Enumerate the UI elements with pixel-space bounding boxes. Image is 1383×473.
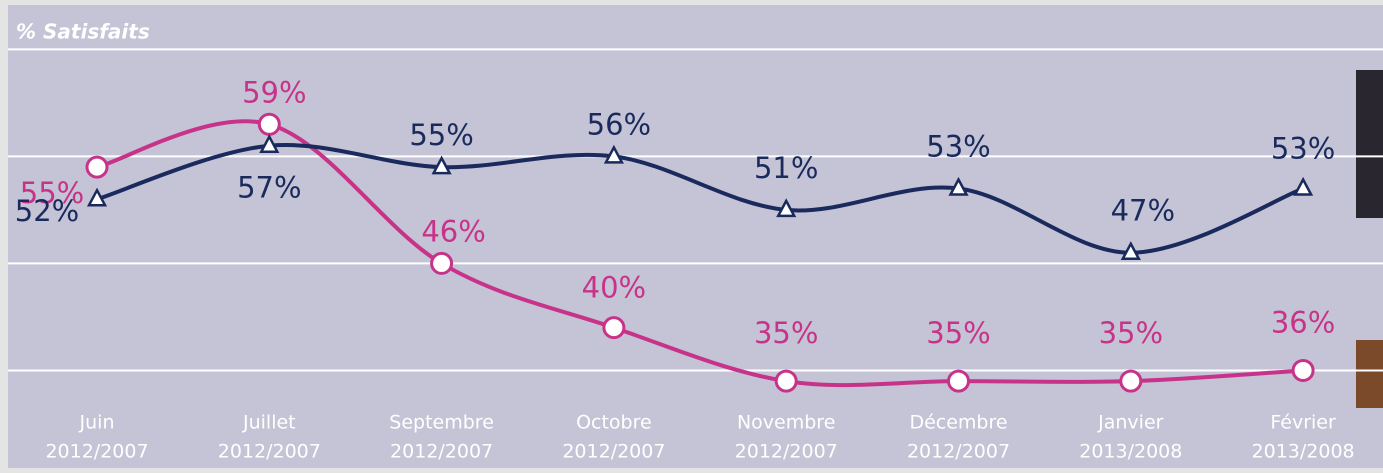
value-label: 36% [1271, 305, 1335, 339]
portrait-top [1356, 70, 1383, 218]
value-label: 47% [1111, 194, 1175, 228]
x-tick-label: 2013/2008 [1079, 441, 1182, 463]
chart: % Satisfaits Juin 2012/2007 Juillet 2012/20… [0, 0, 1383, 473]
marker [259, 114, 279, 134]
value-label: 57% [237, 171, 301, 205]
x-tick-label: Juin [79, 412, 115, 434]
marker [604, 318, 624, 338]
value-label: 40% [582, 271, 646, 305]
x-tick-label: Octobre [576, 412, 652, 434]
x-tick-label: Décembre [909, 412, 1007, 434]
marker [949, 371, 969, 391]
x-tick-label: 2012/2007 [907, 441, 1010, 463]
x-tick-label: Janvier [1097, 412, 1164, 434]
x-tick-label: 2012/2007 [735, 441, 838, 463]
plot-background [8, 5, 1383, 468]
value-label: 52% [15, 194, 79, 228]
value-label: 46% [421, 214, 485, 248]
x-tick-label: 2012/2007 [562, 441, 665, 463]
x-tick-label: 2012/2007 [390, 441, 493, 463]
marker [1121, 371, 1141, 391]
portrait-bottom [1356, 340, 1383, 408]
marker [776, 371, 796, 391]
value-label: 35% [1099, 316, 1163, 350]
value-label: 53% [1271, 132, 1335, 166]
x-tick-label: 2013/2008 [1252, 441, 1355, 463]
marker [87, 157, 107, 177]
value-label: 35% [754, 316, 818, 350]
chart-title: % Satisfaits [16, 20, 150, 44]
x-tick-label: Novembre [737, 412, 835, 434]
value-label: 35% [926, 316, 990, 350]
x-tick-label: 2012/2007 [218, 441, 321, 463]
marker [1293, 360, 1313, 380]
value-label: 51% [754, 151, 818, 185]
marker [432, 253, 452, 273]
value-label: 53% [926, 130, 990, 164]
value-label: 56% [587, 107, 651, 141]
value-label: 59% [242, 75, 306, 109]
x-tick-label: Septembre [389, 412, 494, 434]
page: % Satisfaits Juin 2012/2007 Juillet 2012/20… [0, 0, 1383, 473]
x-tick-label: Février [1270, 412, 1336, 434]
value-label: 55% [409, 118, 473, 152]
x-tick-label: Juillet [242, 412, 296, 434]
x-tick-label: 2012/2007 [45, 441, 148, 463]
